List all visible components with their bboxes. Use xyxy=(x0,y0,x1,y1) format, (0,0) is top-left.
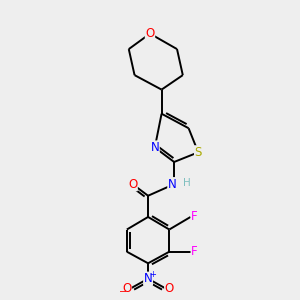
Text: F: F xyxy=(191,211,198,224)
Text: H: H xyxy=(183,178,190,188)
Text: N: N xyxy=(150,141,159,154)
Text: F: F xyxy=(191,245,198,258)
Text: O: O xyxy=(146,27,154,40)
Text: S: S xyxy=(195,146,202,159)
Text: O: O xyxy=(165,282,174,295)
Text: O: O xyxy=(122,282,131,295)
Text: −: − xyxy=(119,287,127,297)
Text: N: N xyxy=(144,272,152,285)
Text: O: O xyxy=(128,178,137,191)
Text: +: + xyxy=(149,270,156,279)
Text: N: N xyxy=(168,178,177,191)
